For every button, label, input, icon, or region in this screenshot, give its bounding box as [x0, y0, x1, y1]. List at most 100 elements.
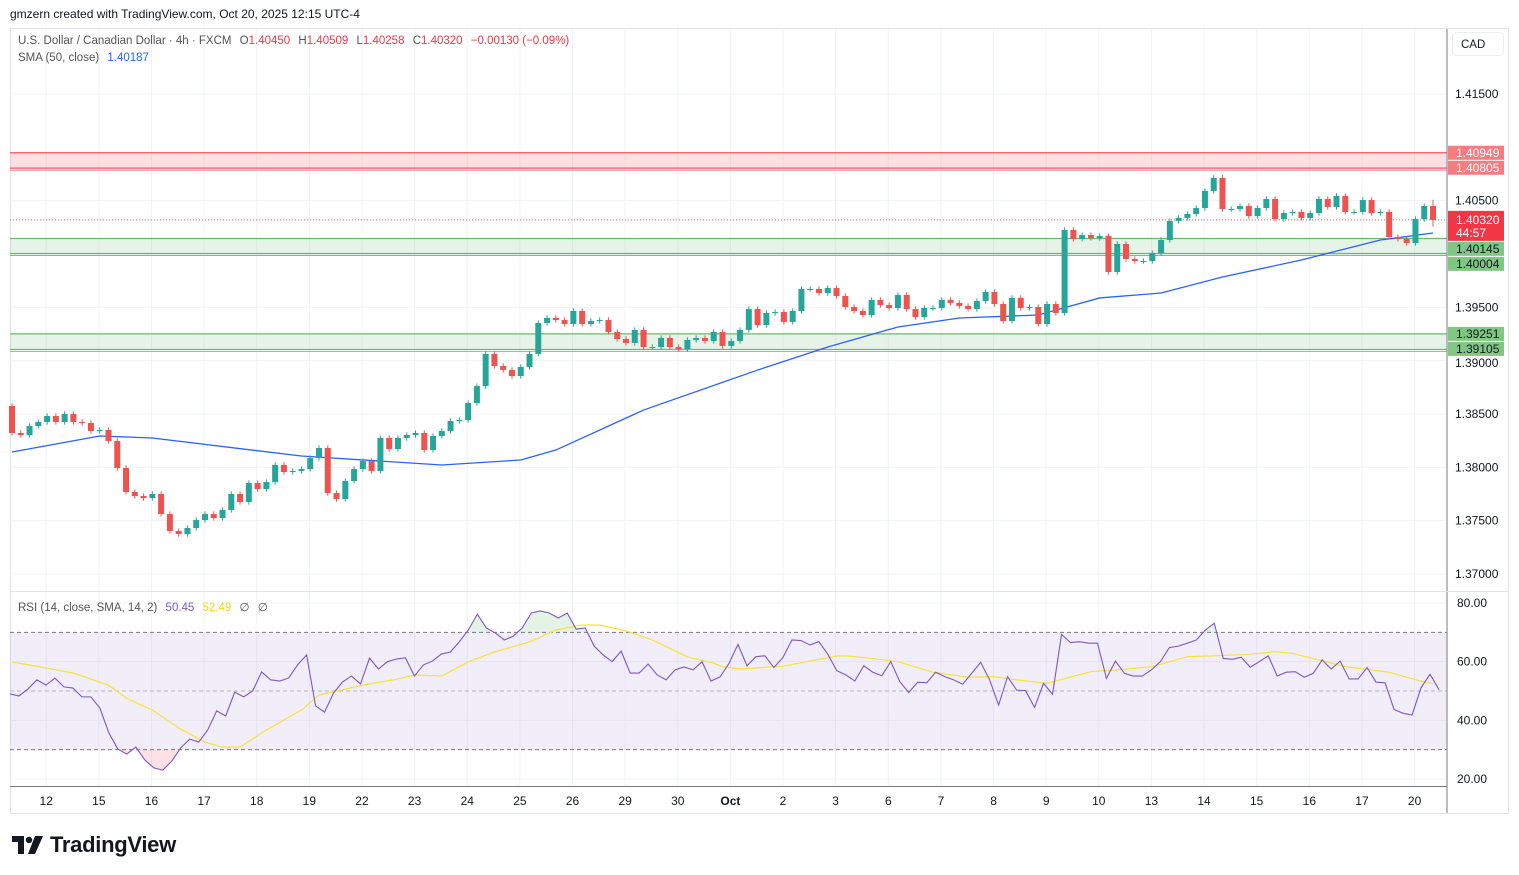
tradingview-logo-icon — [12, 836, 43, 854]
candle-body — [623, 339, 630, 343]
rsi-oversold-fill — [10, 749, 1439, 771]
candle — [193, 517, 200, 531]
candle-body — [1237, 206, 1244, 209]
candle — [579, 308, 586, 327]
candle-body — [973, 301, 980, 310]
candle-body — [289, 470, 296, 473]
candle-body — [359, 461, 366, 470]
zone-price-label: 1.39251 — [1456, 327, 1500, 341]
candle — [675, 344, 682, 352]
candle — [1307, 210, 1314, 221]
candle-body — [1201, 190, 1208, 209]
candle — [219, 507, 226, 521]
tradingview-logo[interactable]: TradingView — [12, 832, 176, 858]
candle-body — [421, 432, 428, 451]
x-axis-label: 14 — [1197, 794, 1211, 808]
price-label-box — [1448, 145, 1504, 160]
candle-body — [833, 288, 840, 297]
candle-body — [491, 353, 498, 367]
x-axis-label: 25 — [513, 794, 527, 808]
candle-body — [193, 520, 200, 529]
rsi-tick-label: 60.00 — [1457, 655, 1487, 669]
candle-body — [184, 528, 191, 535]
candle — [351, 466, 358, 484]
candle — [772, 309, 779, 316]
candle-body — [666, 337, 673, 348]
candle — [175, 528, 182, 537]
candle-body — [1105, 235, 1112, 273]
candle — [570, 308, 577, 327]
price-tick-label: 1.37500 — [1455, 514, 1499, 528]
candle — [763, 310, 770, 328]
candle-body — [482, 353, 489, 387]
candle-body — [1351, 211, 1358, 213]
candle — [491, 351, 498, 369]
candle — [386, 435, 393, 452]
candle — [1289, 209, 1296, 216]
symbol-legend[interactable]: U.S. Dollar / Canadian Dollar · 4h · FXC… — [18, 35, 569, 47]
candle-body — [35, 422, 42, 427]
x-axis-label: 17 — [1355, 794, 1369, 808]
candle-body — [1149, 253, 1156, 262]
candle-body — [1175, 217, 1182, 222]
candle — [52, 413, 59, 425]
candle-body — [9, 406, 15, 433]
x-axis-label: 10 — [1092, 794, 1106, 808]
candle — [1210, 175, 1217, 194]
candle — [1368, 197, 1375, 216]
candle-body — [1359, 200, 1366, 212]
candle-body — [1403, 238, 1410, 244]
candle — [473, 383, 480, 406]
rsi-extra-2: ∅ — [257, 602, 268, 614]
candle-body — [930, 307, 937, 309]
price-tick-label: 1.40500 — [1455, 194, 1499, 208]
rsi-line — [9, 610, 1440, 771]
candle-body — [614, 331, 621, 340]
candle-body — [886, 304, 893, 308]
price-tick-label: 1.38500 — [1455, 407, 1499, 421]
candle — [991, 289, 998, 307]
candle-body — [342, 480, 349, 500]
candle — [1044, 301, 1051, 327]
price-tick-label: 1.41500 — [1455, 87, 1499, 101]
candle-body — [1394, 237, 1401, 239]
candle-body — [658, 337, 665, 348]
candle-body — [1421, 206, 1428, 220]
candle — [298, 466, 305, 474]
candle — [1175, 215, 1182, 224]
candle-body — [754, 309, 761, 326]
candle-body — [1254, 208, 1261, 217]
candle — [930, 305, 937, 311]
rsi-pane — [9, 610, 1447, 771]
rsi-value: 50.45 — [165, 602, 195, 614]
candle-body — [1324, 198, 1331, 207]
candle — [1184, 211, 1191, 221]
currency-button[interactable]: CAD — [1452, 32, 1504, 56]
candle-body — [254, 483, 261, 489]
candle — [1228, 206, 1235, 212]
candle-body — [903, 294, 910, 310]
candle — [79, 419, 86, 426]
candle-body — [859, 310, 866, 316]
rsi-legend[interactable]: RSI (14, close, SMA, 14, 2) 50.45 52.49 … — [18, 600, 268, 614]
candle-body — [219, 510, 226, 519]
candle-body — [693, 337, 700, 340]
x-axis-label: 26 — [566, 794, 580, 808]
candle-body — [1263, 198, 1270, 209]
candle-body — [473, 386, 480, 404]
candle — [631, 327, 638, 346]
candle — [1315, 196, 1322, 216]
x-axis-label: 15 — [92, 794, 106, 808]
candle-body — [807, 288, 814, 290]
candle-body — [1044, 304, 1051, 324]
candle-body — [140, 496, 147, 499]
candle-body — [44, 416, 51, 423]
candle — [456, 417, 463, 424]
candle — [1219, 175, 1226, 212]
candle — [201, 511, 208, 523]
candle — [508, 367, 515, 379]
candle-body — [1017, 297, 1024, 308]
candle-body — [333, 493, 340, 500]
sma-legend[interactable]: SMA (50, close) 1.40187 — [18, 52, 149, 64]
